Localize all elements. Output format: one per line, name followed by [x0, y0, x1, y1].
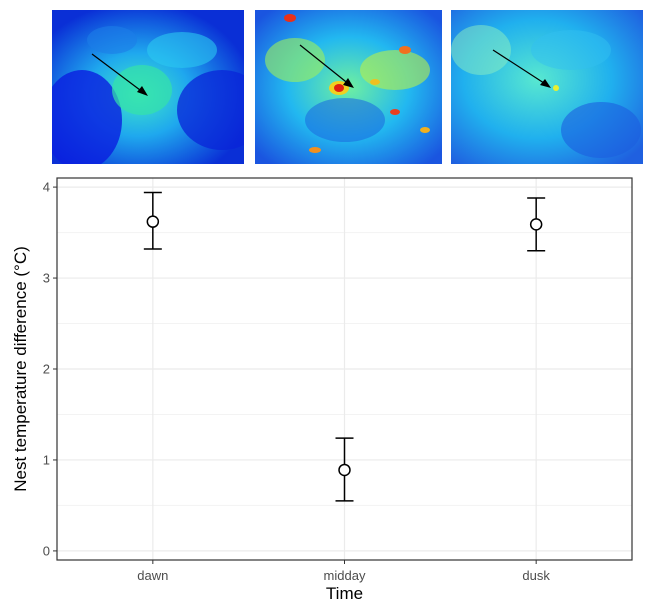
- y-tick-label: 3: [43, 271, 50, 286]
- error-bar-chart: 0 1 2 3 4 dawn midday dusk Time Nest temperatu…: [11, 177, 633, 603]
- point-dusk: [529, 218, 543, 231]
- arrow-icon: [492, 49, 548, 86]
- x-axis: dawn midday dusk: [137, 560, 550, 583]
- x-tick-label: midday: [324, 568, 366, 583]
- dawn-thermal-image: [52, 10, 244, 164]
- dusk-thermal-image: [451, 10, 643, 164]
- y-tick-label: 2: [43, 362, 50, 377]
- grid: [57, 178, 632, 560]
- midday-thermal-image: [255, 10, 442, 164]
- y-tick-label: 1: [43, 452, 50, 467]
- x-tick-label: dusk: [522, 568, 550, 583]
- arrow-icon: [299, 44, 351, 86]
- point-midday: [338, 463, 351, 477]
- marks: [143, 191, 546, 502]
- y-tick-label: 0: [43, 543, 50, 558]
- x-axis-title: Time: [326, 584, 363, 603]
- y-axis: 0 1 2 3 4: [43, 180, 57, 558]
- point-dawn: [146, 215, 160, 228]
- y-tick-label: 4: [43, 180, 50, 195]
- y-axis-title: Nest temperature difference (°C): [11, 246, 30, 492]
- arrow-icon: [91, 53, 145, 94]
- x-tick-label: dawn: [137, 568, 168, 583]
